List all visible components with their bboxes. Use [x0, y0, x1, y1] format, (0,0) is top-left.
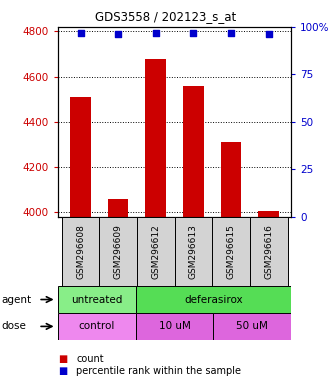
Bar [250, 217, 288, 286]
Bar [58, 313, 136, 340]
Text: GSM296612: GSM296612 [151, 224, 160, 279]
Text: GSM296613: GSM296613 [189, 224, 198, 279]
Bar [259, 211, 279, 384]
Text: 50 uM: 50 uM [236, 321, 268, 331]
Text: deferasirox: deferasirox [184, 295, 243, 305]
Text: GSM296616: GSM296616 [264, 224, 273, 279]
Bar [70, 97, 91, 384]
Bar [136, 286, 291, 313]
Bar [137, 217, 175, 286]
Text: ■: ■ [58, 366, 67, 376]
Text: control: control [79, 321, 115, 331]
Bar [213, 313, 291, 340]
Bar [145, 58, 166, 384]
Text: ■: ■ [58, 354, 67, 364]
Text: GSM296609: GSM296609 [114, 224, 123, 279]
Bar [62, 217, 99, 286]
Point [191, 30, 196, 36]
Bar [136, 313, 213, 340]
Text: GDS3558 / 202123_s_at: GDS3558 / 202123_s_at [95, 10, 236, 23]
Text: dose: dose [2, 321, 26, 331]
Bar [108, 199, 128, 384]
Bar [212, 217, 250, 286]
Bar [221, 142, 241, 384]
Bar [183, 86, 204, 384]
Point [228, 30, 234, 36]
Point [153, 30, 159, 36]
Bar [175, 217, 212, 286]
Text: GSM296608: GSM296608 [76, 224, 85, 279]
Point [266, 31, 271, 38]
Point [116, 31, 121, 38]
Point [78, 30, 83, 36]
Text: percentile rank within the sample: percentile rank within the sample [76, 366, 241, 376]
Text: count: count [76, 354, 104, 364]
Bar [58, 286, 136, 313]
Text: agent: agent [2, 295, 32, 305]
Text: 10 uM: 10 uM [159, 321, 191, 331]
Text: GSM296615: GSM296615 [226, 224, 236, 279]
Text: untreated: untreated [71, 295, 122, 305]
Bar [99, 217, 137, 286]
